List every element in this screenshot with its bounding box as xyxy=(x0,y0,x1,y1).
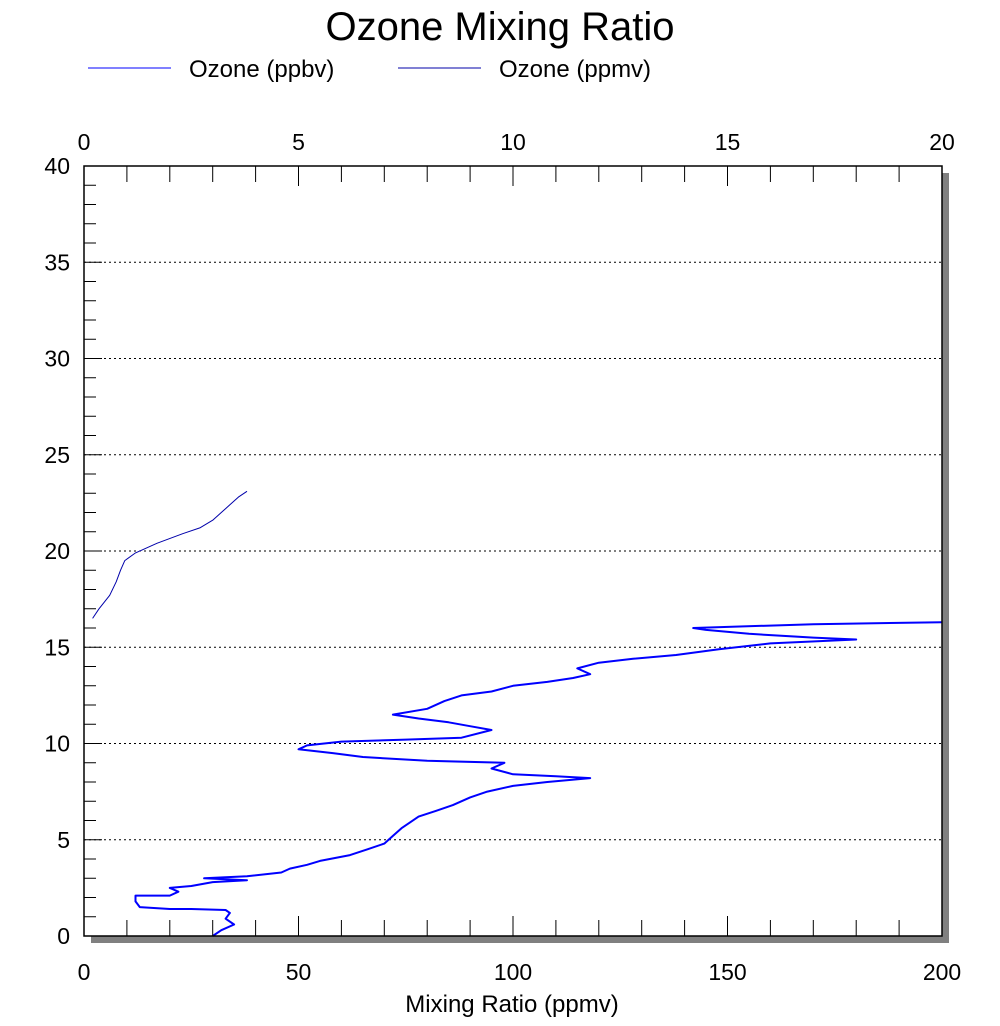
y-tick-label: 35 xyxy=(44,249,70,275)
y-tick-label: 40 xyxy=(44,153,70,179)
series-line-2 xyxy=(92,490,248,619)
y-tick-label: 25 xyxy=(44,442,70,468)
legend-label: Ozone (ppmv) xyxy=(499,56,651,83)
y-tick-label: 30 xyxy=(44,346,70,372)
x-axis-label: Mixing Ratio (ppmv) xyxy=(405,991,618,1018)
axes: 0 5 10 15 20 25 30 35 40 0 50 100 150 200 0 5 10 15 20 xyxy=(44,129,961,985)
y-tick-label: 20 xyxy=(44,538,70,564)
x-top-tick-label: 5 xyxy=(292,129,305,155)
x-bottom-tick-label: 50 xyxy=(286,959,312,985)
plot-area xyxy=(84,166,942,936)
y-tick-label: 0 xyxy=(57,923,70,949)
x-top-tick-label: 0 xyxy=(78,129,91,155)
x-bottom-tick-label: 0 xyxy=(78,959,91,985)
y-tick-label: 15 xyxy=(44,634,70,660)
chart-title: Ozone Mixing Ratio xyxy=(325,5,674,49)
series-layer xyxy=(92,490,943,937)
series-line-1 xyxy=(134,621,943,937)
x-top-tick-label: 20 xyxy=(929,129,955,155)
x-bottom-tick-label: 150 xyxy=(708,959,746,985)
x-top-tick-label: 10 xyxy=(500,129,526,155)
x-bottom-tick-label: 200 xyxy=(923,959,961,985)
y-tick-label: 10 xyxy=(44,731,70,757)
legend-label: Ozone (ppbv) xyxy=(189,56,334,83)
x-bottom-tick-label: 100 xyxy=(494,959,532,985)
x-top-tick-label: 15 xyxy=(715,129,741,155)
gridlines xyxy=(84,261,942,841)
legend: Ozone (ppbv) Ozone (ppmv) xyxy=(88,56,651,83)
y-tick-label: 5 xyxy=(57,827,70,853)
